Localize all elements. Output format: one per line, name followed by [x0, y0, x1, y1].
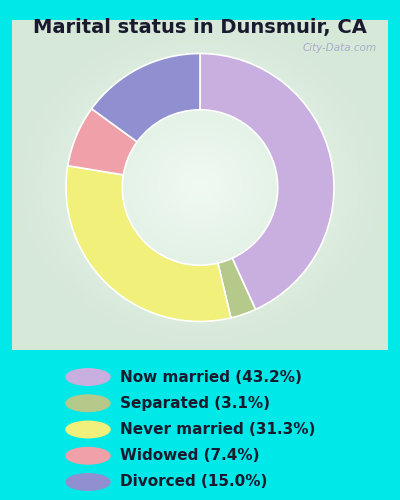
Text: Never married (31.3%): Never married (31.3%)	[120, 422, 315, 437]
Wedge shape	[92, 54, 200, 142]
Text: Now married (43.2%): Now married (43.2%)	[120, 370, 302, 384]
Text: Divorced (15.0%): Divorced (15.0%)	[120, 474, 267, 490]
Circle shape	[66, 395, 110, 411]
Wedge shape	[66, 166, 231, 322]
Text: Marital status in Dunsmuir, CA: Marital status in Dunsmuir, CA	[33, 18, 367, 36]
Circle shape	[66, 474, 110, 490]
Text: City-Data.com: City-Data.com	[302, 43, 377, 53]
Circle shape	[66, 448, 110, 464]
Text: Separated (3.1%): Separated (3.1%)	[120, 396, 270, 411]
Wedge shape	[200, 54, 334, 310]
Circle shape	[66, 421, 110, 438]
Text: Widowed (7.4%): Widowed (7.4%)	[120, 448, 260, 463]
Wedge shape	[218, 258, 256, 318]
Circle shape	[66, 369, 110, 385]
Wedge shape	[68, 108, 137, 175]
